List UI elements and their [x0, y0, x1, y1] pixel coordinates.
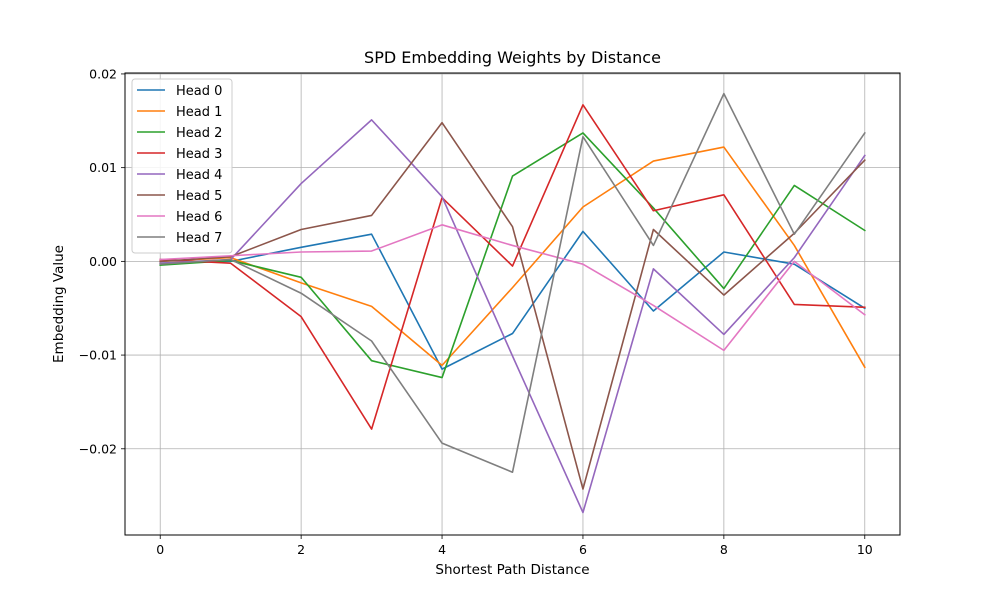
series-line-head-3	[159, 104, 866, 430]
legend-label: Head 6	[176, 210, 222, 225]
series-lines	[159, 92, 866, 514]
legend-label: Head 4	[176, 168, 222, 183]
x-axis-label: Shortest Path Distance	[435, 562, 589, 578]
series-line-head-7	[159, 92, 866, 474]
series-line-head-4	[159, 119, 866, 514]
plot-frame	[124, 72, 901, 536]
series-line-head-0	[159, 230, 866, 370]
legend-label: Head 3	[176, 147, 222, 162]
legend-label: Head 2	[176, 126, 222, 141]
legend-label: Head 1	[176, 105, 222, 120]
series-line-head-1	[159, 146, 866, 369]
y-tick-label: −0.02	[79, 441, 117, 456]
chart-title: SPD Embedding Weights by Distance	[364, 48, 661, 67]
x-tick-label: 4	[438, 542, 446, 557]
x-tick-label: 6	[579, 542, 587, 557]
x-tick-label: 10	[857, 542, 873, 557]
x-tick-label: 2	[297, 542, 305, 557]
legend: Head 0 Head 1 Head 2 Head 3 Head 4 Head 5 Head…	[131, 78, 233, 254]
legend-label: Head 7	[176, 231, 222, 246]
y-axis-label: Embedding Value	[51, 245, 67, 363]
y-tick-label: 0.02	[89, 66, 117, 81]
x-tick-label: 0	[156, 542, 164, 557]
x-tick-label: 8	[720, 542, 728, 557]
y-tick-label: 0.00	[89, 254, 117, 269]
legend-label: Head 0	[176, 84, 222, 99]
series-line-head-2	[159, 132, 866, 379]
y-tick-label: −0.01	[79, 348, 117, 363]
y-tick-label: 0.01	[89, 160, 117, 175]
legend-label: Head 5	[176, 189, 222, 204]
x-axis: 0 2 4 6 8 10	[156, 535, 873, 557]
series-line-head-5	[159, 121, 866, 490]
legend-box	[131, 78, 233, 254]
series-line-head-6	[159, 224, 866, 352]
y-axis: 0.02 0.01 0.00 −0.01 −0.02	[79, 66, 125, 456]
